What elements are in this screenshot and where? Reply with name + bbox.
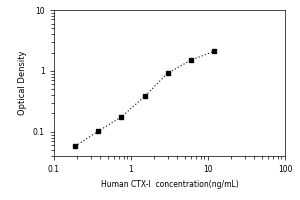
X-axis label: Human CTX-I  concentration(ng/mL): Human CTX-I concentration(ng/mL) bbox=[100, 180, 238, 189]
Y-axis label: Optical Density: Optical Density bbox=[18, 51, 27, 115]
